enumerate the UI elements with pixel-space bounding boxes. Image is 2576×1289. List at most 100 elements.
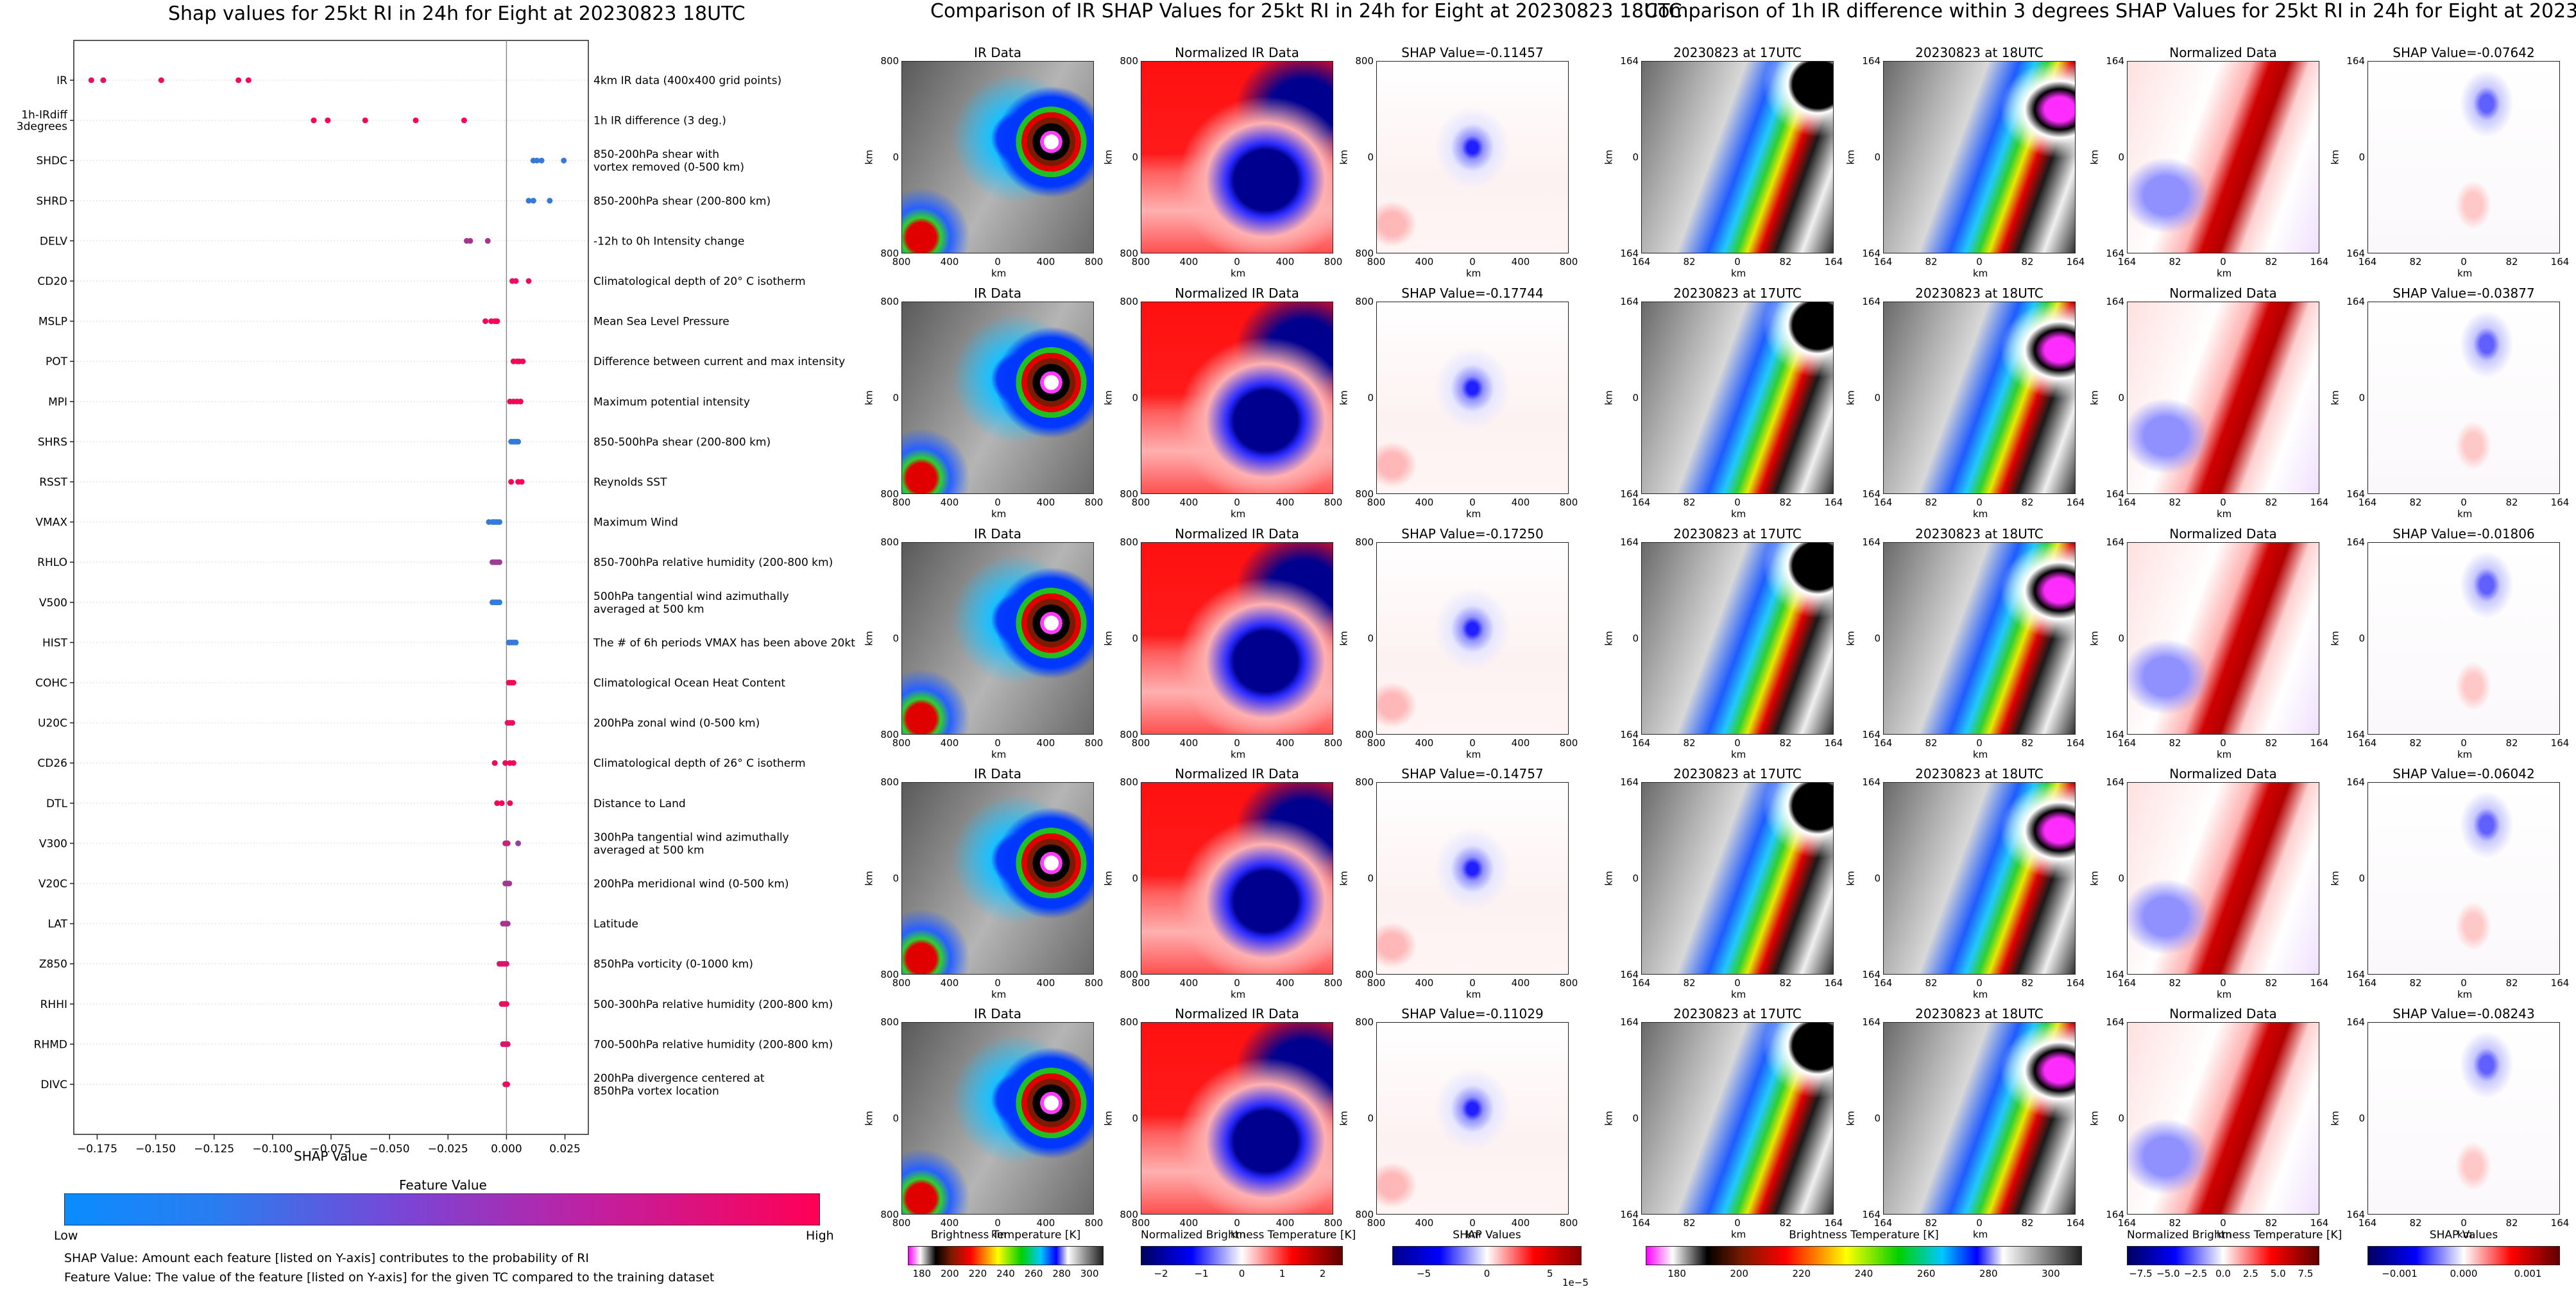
x-tick-label: 0 — [1469, 737, 1476, 749]
y-tick-label: 164 — [1862, 1016, 1881, 1028]
x-tick-label: 82 — [2021, 737, 2034, 749]
y-axis-label: km — [1603, 871, 1615, 886]
panel-title: Normalized Data — [2169, 766, 2277, 781]
x-tick-label: 0 — [1234, 737, 1240, 749]
y-tick-label: 164 — [1620, 969, 1639, 980]
colorbar-tick-label: −0.001 — [2382, 1268, 2418, 1279]
x-tick-label: 800 — [1084, 497, 1104, 508]
y-tick-label: 0 — [1367, 873, 1374, 884]
feature-label: IR — [56, 74, 67, 87]
shap-point — [100, 77, 107, 83]
x-tick-label: 82 — [1779, 497, 1792, 508]
x-tick-label: 400 — [1275, 497, 1295, 508]
x-tick-label: 400 — [1275, 256, 1295, 268]
ir17-image-panel — [1641, 782, 1834, 975]
y-tick-label: 164 — [1862, 55, 1881, 67]
x-tick-label: 800 — [1559, 497, 1578, 508]
panel-title: SHAP Value=-0.06042 — [2393, 766, 2535, 781]
x-tick-label: 82 — [2169, 977, 2181, 989]
x-tick-label: 400 — [1179, 1217, 1198, 1229]
y-axis-label: km — [1102, 1111, 1114, 1126]
y-tick-label: 164 — [1862, 488, 1881, 500]
feature-label: RHHI — [40, 998, 67, 1011]
y-tick-label: 164 — [1620, 248, 1639, 259]
colorbar-tick-label: 5.0 — [2270, 1268, 2286, 1279]
x-tick-label: 164 — [1873, 977, 1893, 989]
colorbar-title: SHAP Values — [2429, 1229, 2498, 1242]
shap-point — [496, 519, 502, 525]
x-tick-label: 164 — [2358, 1217, 2377, 1229]
shap-x-axis-label: SHAP Value — [294, 1148, 368, 1164]
feature-description: 300hPa tangential wind azimuthally averag… — [593, 831, 789, 857]
x-tick-label: −0.150 — [135, 1143, 176, 1156]
y-tick-label: 800 — [1120, 969, 1138, 980]
x-tick-label: 800 — [1324, 256, 1343, 268]
panel-title: IR Data — [974, 286, 1021, 301]
shap-point — [158, 77, 164, 83]
panel-title: SHAP Value=-0.01806 — [2393, 526, 2535, 542]
panel-title: Normalized IR Data — [1175, 286, 1299, 301]
x-tick-label: 800 — [1559, 977, 1578, 989]
y-tick-label: 800 — [1120, 776, 1138, 788]
y-tick-label: 164 — [2346, 55, 2365, 67]
feature-description: 200hPa divergence centered at 850hPa vort… — [593, 1072, 765, 1098]
normd-image-panel — [2127, 782, 2319, 975]
y-tick-label: 800 — [1355, 776, 1374, 788]
y-axis-label: km — [1845, 1111, 1857, 1126]
x-tick-label: 0 — [1469, 977, 1476, 989]
y-tick-label: 0 — [1874, 392, 1881, 404]
x-tick-label: 400 — [1511, 977, 1530, 989]
y-tick-label: 800 — [1120, 248, 1138, 259]
x-tick-label: 800 — [1084, 737, 1104, 749]
shap-point — [482, 318, 489, 325]
x-tick-label: 0 — [2461, 256, 2467, 268]
shap-point — [461, 117, 467, 124]
colorbar-tick-label: 280 — [1052, 1268, 1071, 1279]
colorbar — [908, 1246, 1104, 1265]
normd-image-panel — [2127, 1022, 2319, 1215]
y-tick-label: 800 — [880, 1016, 899, 1028]
x-axis-label: km — [1466, 749, 1481, 760]
x-tick-label: 0 — [1734, 1217, 1741, 1229]
x-axis-label: km — [1973, 1229, 1988, 1240]
panel-title: IR Data — [974, 526, 1021, 542]
x-axis-label: km — [2217, 989, 2232, 1000]
x-tick-label: 800 — [892, 977, 911, 989]
x-tick-label: 400 — [940, 737, 959, 749]
feature-label: CD20 — [37, 275, 67, 288]
shap-point — [530, 198, 536, 204]
shap-point — [484, 237, 491, 244]
y-tick-label: 800 — [880, 969, 899, 980]
feature-description: Difference between current and max inten… — [593, 355, 845, 368]
x-tick-label: 800 — [1559, 256, 1578, 268]
y-tick-label: 164 — [1862, 536, 1881, 548]
plot-frame — [73, 40, 589, 1135]
x-tick-label: 400 — [940, 497, 959, 508]
colorbar — [2127, 1246, 2319, 1265]
x-tick-label: 82 — [2169, 256, 2181, 268]
y-tick-label: 164 — [1862, 969, 1881, 980]
x-tick-label: 400 — [1415, 1217, 1434, 1229]
x-tick-label: 0 — [2220, 256, 2226, 268]
x-axis-label: km — [991, 749, 1007, 760]
y-tick-label: 0 — [1132, 1113, 1138, 1124]
x-tick-label: 0 — [1234, 497, 1240, 508]
feature-label: DTL — [46, 798, 67, 810]
x-tick-label: 0 — [1469, 1217, 1476, 1229]
panel-title: IR Data — [974, 45, 1021, 60]
y-tick-label: 164 — [2346, 536, 2365, 548]
x-tick-label: 164 — [2358, 497, 2377, 508]
y-tick-label: 0 — [2358, 633, 2365, 644]
panel-title: 20230823 at 17UTC — [1673, 45, 1802, 60]
colorbar-tick-label: −5.0 — [2156, 1268, 2180, 1279]
y-tick-label: 0 — [1132, 873, 1138, 884]
ir-image-panel — [901, 542, 1094, 735]
y-tick-label: 0 — [892, 873, 899, 884]
x-tick-label: 164 — [1873, 497, 1893, 508]
y-axis-label: km — [1603, 1111, 1615, 1126]
y-tick-label: 800 — [1120, 296, 1138, 307]
panel-title: IR Data — [974, 766, 1021, 781]
x-axis-label: km — [2457, 268, 2473, 279]
colorbar-tick-label: 260 — [1916, 1268, 1936, 1279]
ir-comparison-title: Comparison of IR SHAP Values for 25kt RI… — [930, 0, 1682, 22]
